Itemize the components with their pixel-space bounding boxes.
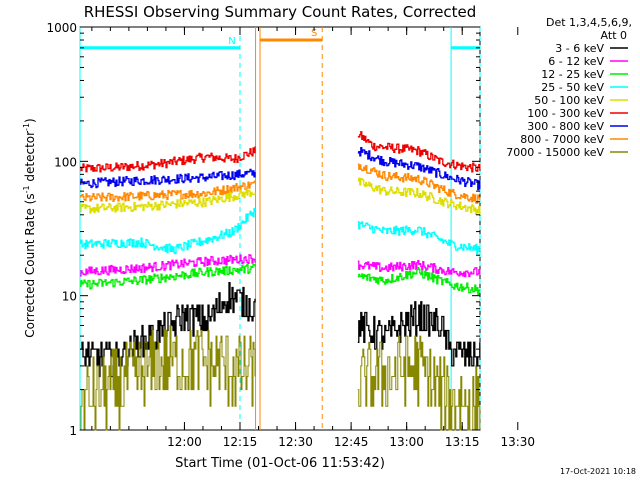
series-line-e4 bbox=[80, 189, 256, 214]
x-tick-label: 12:30 bbox=[278, 435, 313, 449]
legend-label: 6 - 12 keV bbox=[548, 55, 604, 68]
series-e6 bbox=[80, 254, 481, 278]
series-line-e1 bbox=[357, 131, 481, 173]
y-axis-label: Corrected Count Rate (s-1 detector-1) bbox=[22, 118, 37, 337]
series-line-e7 bbox=[357, 266, 481, 296]
x-tick-label: 12:00 bbox=[167, 435, 202, 449]
y-tick-label: 100 bbox=[54, 155, 77, 169]
series-line-e3 bbox=[80, 180, 256, 202]
series-e8 bbox=[80, 281, 481, 378]
legend-label: 7000 - 15000 keV bbox=[506, 146, 604, 159]
x-tick-label: 13:15 bbox=[445, 435, 480, 449]
legend-label: 50 - 100 keV bbox=[534, 94, 604, 107]
legend-label: 3 - 6 keV bbox=[555, 42, 604, 55]
series-line-e6 bbox=[80, 254, 256, 277]
legend-header-1: Det 1,3,4,5,6,9, bbox=[546, 16, 632, 29]
y-axis-label-sup2: -1 bbox=[22, 123, 31, 131]
x-tick-label: 12:45 bbox=[334, 435, 369, 449]
series-e5 bbox=[80, 208, 481, 255]
series-line-e5 bbox=[80, 208, 256, 255]
series-line-e8 bbox=[80, 281, 256, 378]
series-e7 bbox=[80, 263, 481, 296]
plot-frame bbox=[79, 26, 481, 431]
plot-border bbox=[79, 26, 481, 431]
series-line-e2 bbox=[80, 168, 256, 189]
y-axis-label-main: Corrected Count Rate (s bbox=[23, 193, 37, 337]
y-axis-label-sup1: -1 bbox=[22, 185, 31, 193]
legend-label: 100 - 300 keV bbox=[527, 107, 604, 120]
y-axis-label-end: ) bbox=[23, 118, 37, 123]
series-line-e6 bbox=[357, 259, 481, 278]
x-axis-ticks: 12:00 12:15 12:30 12:45 13:00 13:15 13:30 bbox=[91, 27, 535, 449]
legend-label: 300 - 800 keV bbox=[527, 120, 604, 133]
annotation-label: N bbox=[228, 36, 235, 47]
footer-timestamp: 17-Oct-2021 10:18 bbox=[560, 467, 636, 476]
annotation-label: S bbox=[311, 28, 317, 39]
x-tick-label: 12:15 bbox=[223, 435, 258, 449]
chart-title: RHESSI Observing Summary Count Rates, Co… bbox=[84, 3, 477, 21]
series-line-e5 bbox=[357, 220, 481, 255]
series-e4 bbox=[80, 177, 481, 216]
series-line-e1 bbox=[80, 146, 256, 173]
legend-label: 12 - 25 keV bbox=[541, 68, 604, 81]
series-e3 bbox=[80, 163, 481, 204]
series-e9 bbox=[80, 325, 481, 431]
x-axis-label: Start Time (01-Oct-06 11:53:42) bbox=[175, 456, 385, 471]
boundary-lines bbox=[79, 27, 481, 430]
series-e2 bbox=[80, 146, 481, 191]
y-tick-label: 10 bbox=[62, 290, 77, 304]
y-tick-label: 1 bbox=[69, 424, 77, 438]
x-tick-label: 13:00 bbox=[389, 435, 424, 449]
series-line-e3 bbox=[357, 163, 481, 204]
data-series bbox=[80, 131, 481, 431]
y-axis-ticks: 1 10 100 1000 bbox=[46, 21, 480, 438]
legend-header-2: Att 0 bbox=[601, 29, 627, 42]
legend-label: 25 - 50 keV bbox=[541, 81, 604, 94]
y-tick-label: 1000 bbox=[46, 21, 77, 35]
series-line-e2 bbox=[357, 146, 481, 191]
series-line-e9 bbox=[357, 335, 481, 431]
x-tick-label: 13:30 bbox=[500, 435, 535, 449]
series-line-e7 bbox=[80, 263, 256, 290]
series-line-e9 bbox=[80, 325, 256, 431]
annotation-bars: NS bbox=[80, 28, 480, 50]
series-line-e4 bbox=[357, 177, 481, 216]
series-e1 bbox=[80, 131, 481, 173]
series-line-e8 bbox=[357, 301, 481, 367]
legend-label: 800 - 7000 keV bbox=[520, 133, 604, 146]
y-axis-label-mid: detector bbox=[23, 131, 37, 186]
